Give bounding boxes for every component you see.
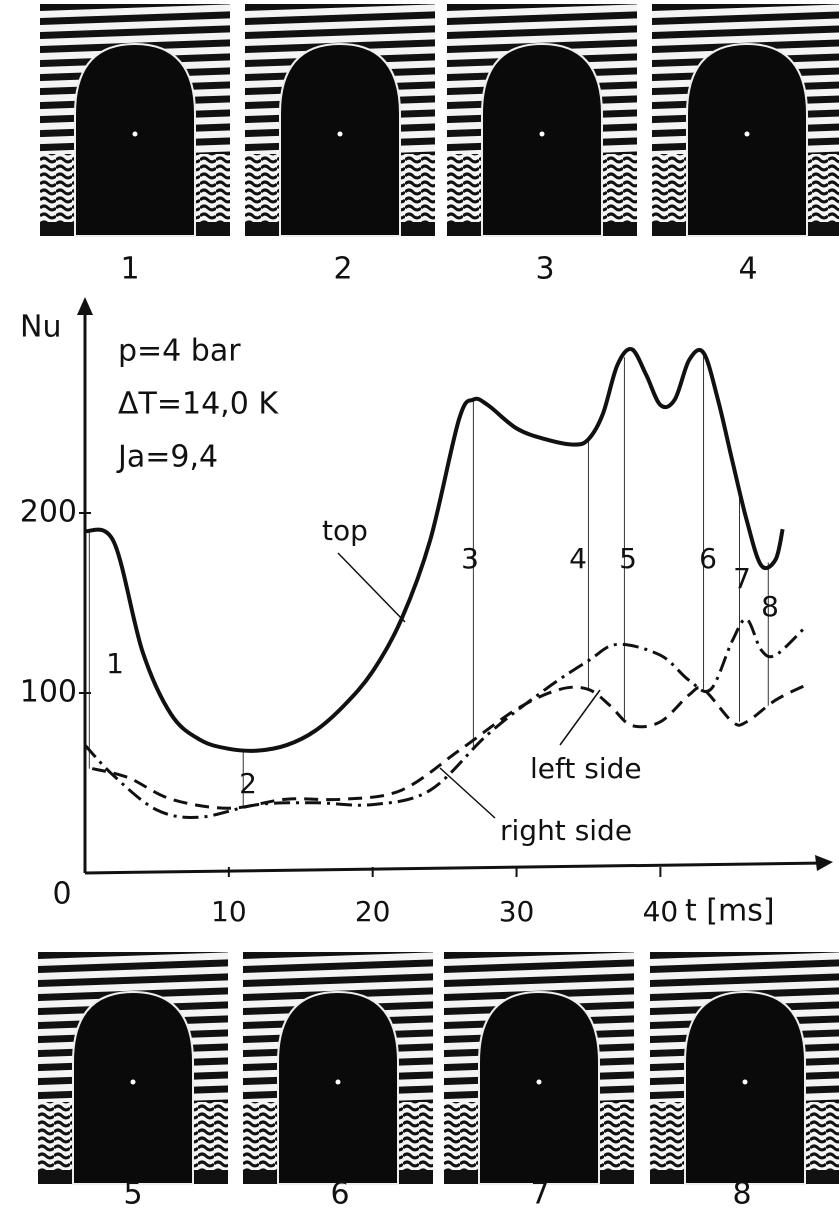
photo-caption: 2 — [333, 252, 352, 287]
photo-caption: 1 — [120, 252, 139, 287]
event-label: 6 — [699, 542, 717, 575]
photos-top — [39, 3, 839, 237]
x-tick-label: 10 — [211, 895, 247, 928]
legend-leader — [337, 552, 406, 623]
photo-caption: 5 — [123, 1177, 142, 1212]
annotation: p=4 bar — [118, 334, 241, 369]
photo-caption: 6 — [330, 1177, 349, 1212]
x-axis-arrow — [815, 855, 833, 871]
event-label: 5 — [619, 542, 637, 575]
photo-caption: 4 — [738, 252, 757, 287]
y-axis-label: Nu — [20, 310, 61, 345]
photo-caption: 7 — [530, 1177, 549, 1212]
event-label: 4 — [569, 542, 587, 575]
x-tick-label: 0 — [52, 877, 71, 912]
series-line — [91, 684, 805, 810]
annotation: Ja=9,4 — [116, 440, 218, 475]
event-label: 7 — [733, 562, 751, 595]
x-axis — [84, 861, 826, 875]
legend-leader — [559, 689, 601, 746]
y-axis-arrow — [77, 297, 93, 315]
event-label: 8 — [761, 590, 779, 623]
x-tick-label: 20 — [355, 895, 391, 928]
legend-leader — [439, 767, 496, 819]
photos-bottom — [37, 951, 839, 1185]
series-line — [83, 617, 806, 819]
event-label: 2 — [239, 767, 257, 800]
legend-label: right side — [500, 814, 632, 847]
y-tick-label: 200 — [20, 495, 77, 530]
x-tick-label: 30 — [499, 895, 535, 928]
x-axis-label: t [ms] — [685, 894, 775, 929]
event-label: 1 — [106, 647, 124, 680]
photo-caption: 3 — [535, 252, 554, 287]
photo-caption: 8 — [732, 1177, 751, 1212]
legend-label: left side — [530, 752, 642, 785]
event-label: 3 — [461, 542, 479, 575]
series-line — [84, 347, 785, 753]
y-tick-label: 100 — [20, 675, 77, 710]
legend-label: top — [322, 514, 368, 547]
annotation: ΔT=14,0 K — [118, 387, 279, 422]
x-tick-label: 40 — [643, 895, 679, 928]
